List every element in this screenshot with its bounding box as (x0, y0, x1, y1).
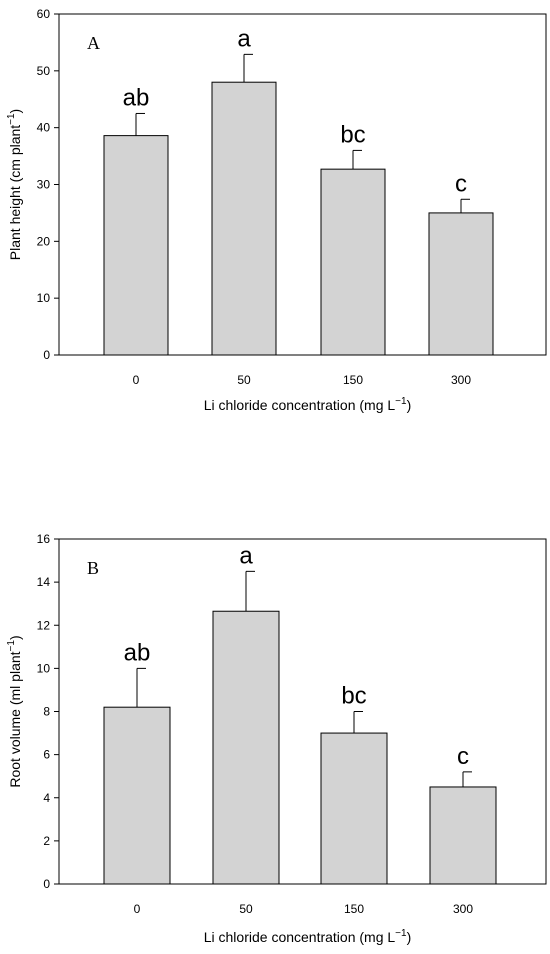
bar (103, 706, 171, 885)
bar (211, 81, 277, 356)
y-tick-label: 40 (37, 121, 51, 135)
significance-label: ab (123, 84, 150, 111)
y-tick-label: 10 (37, 661, 51, 675)
x-axis-title-end: ) (407, 397, 412, 413)
panel-letter: B (87, 558, 99, 578)
significance-label: bc (340, 121, 365, 148)
x-tick-label: 300 (451, 373, 471, 387)
y-axis-title: Root volume (ml plant−1) (6, 635, 23, 787)
bar (103, 135, 169, 356)
panel-a: 0 10 20 30 40 50 60 ab 0 a 50 bc 150 c 300 A Li chloride… (6, 7, 547, 413)
x-tick-label: 150 (344, 902, 364, 916)
x-axis-title-text: Li chloride concentration (mg L (204, 929, 396, 945)
significance-label: a (237, 25, 251, 52)
x-tick-label: 150 (343, 373, 363, 387)
y-axis-title-text: Plant height (cm plant (7, 125, 23, 261)
y-tick-label: 4 (43, 791, 50, 805)
y-axis-title-superscript: −1 (6, 113, 17, 125)
x-axis-title-superscript: −1 (395, 928, 407, 939)
x-axis-title-superscript: −1 (395, 396, 407, 407)
bar (429, 786, 497, 885)
y-axis-title-superscript: −1 (6, 640, 17, 652)
significance-label: ab (124, 639, 151, 666)
x-tick-label: 0 (134, 902, 141, 916)
y-tick-label: 0 (43, 348, 50, 362)
y-tick-label: 10 (37, 291, 51, 305)
bar (320, 168, 386, 356)
y-axis-title-text: Root volume (ml plant (7, 651, 23, 787)
x-tick-label: 50 (239, 902, 253, 916)
significance-label: c (457, 743, 469, 770)
y-tick-label: 16 (37, 532, 51, 546)
x-tick-label: 300 (453, 902, 473, 916)
y-tick-label: 14 (37, 575, 51, 589)
significance-label: bc (341, 683, 366, 710)
bar (320, 732, 388, 885)
significance-label: c (455, 170, 467, 197)
x-tick-label: 50 (237, 373, 251, 387)
bar (212, 610, 280, 885)
y-tick-label: 50 (37, 64, 51, 78)
x-axis-title: Li chloride concentration (mg L−1) (204, 396, 412, 413)
y-tick-label: 30 (37, 178, 51, 192)
x-tick-label: 0 (133, 373, 140, 387)
y-axis-title-end: ) (7, 635, 23, 640)
x-axis-title: Li chloride concentration (mg L−1) (204, 928, 412, 945)
y-tick-label: 6 (43, 748, 50, 762)
y-tick-label: 8 (43, 705, 50, 719)
y-axis-title: Plant height (cm plant−1) (6, 109, 23, 260)
panel-b: 0 2 4 6 8 10 12 14 16 ab 0 a 50 bc 150 c 300 B Li chloride… (6, 532, 547, 945)
y-tick-label: 12 (37, 618, 51, 632)
plot-frame (58, 538, 547, 885)
y-tick-label: 20 (37, 234, 51, 248)
x-axis-title-text: Li chloride concentration (mg L (204, 397, 396, 413)
significance-label: a (239, 542, 253, 569)
x-axis-title-end: ) (407, 929, 412, 945)
y-tick-label: 2 (43, 834, 50, 848)
y-axis-title-end: ) (7, 109, 23, 114)
y-tick-label: 60 (37, 7, 51, 21)
plot-frame (58, 13, 547, 356)
bar (428, 212, 494, 356)
panel-letter: A (87, 33, 100, 53)
y-tick-label: 0 (43, 877, 50, 891)
